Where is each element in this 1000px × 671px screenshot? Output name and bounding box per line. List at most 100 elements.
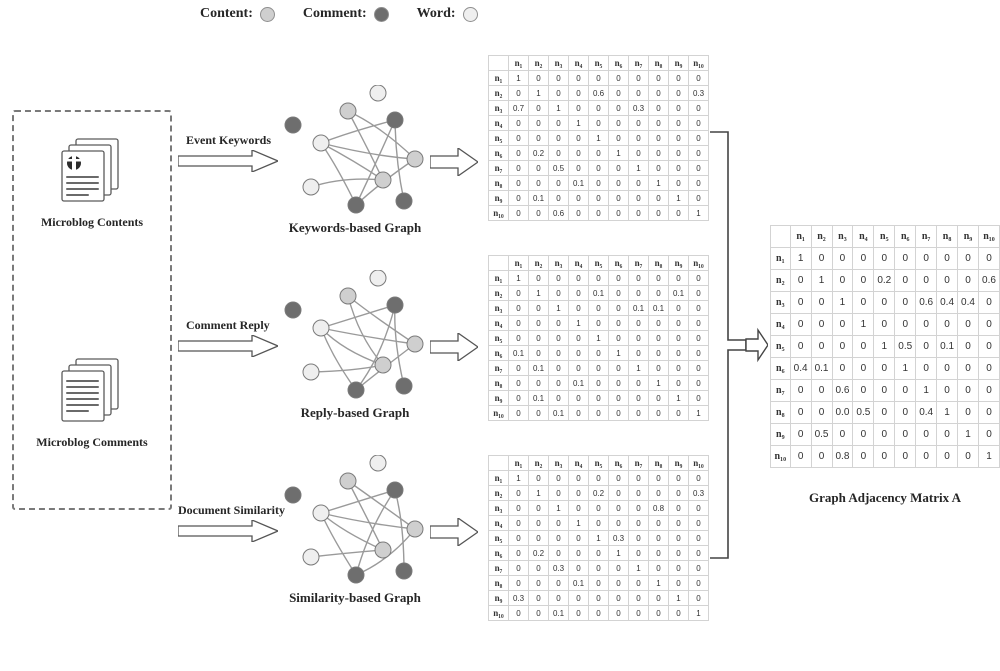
matrix-cell: 0 — [689, 576, 709, 591]
matrix-cell: 0 — [549, 176, 569, 191]
matrix-cell: 0 — [609, 376, 629, 391]
row-header: n₇ — [489, 361, 509, 376]
col-header: n₉ — [669, 456, 689, 471]
matrix-cell: 1 — [529, 486, 549, 501]
matrix-cell: 0.4 — [958, 292, 979, 314]
matrix-cell: 0 — [589, 101, 609, 116]
matrix-cell: 0 — [958, 380, 979, 402]
matrix-cell: 0 — [589, 501, 609, 516]
matrix-cell: 0 — [649, 316, 669, 331]
row-header: n₄ — [489, 516, 509, 531]
matrix-cell: 0 — [569, 146, 589, 161]
col-header: n₁ — [509, 56, 529, 71]
matrix-cell: 0 — [529, 331, 549, 346]
matrix-cell: 0 — [649, 546, 669, 561]
matrix-cell: 0 — [853, 380, 874, 402]
matrix-cell: 0 — [629, 331, 649, 346]
matrix-cell: 0 — [958, 248, 979, 270]
col-header: n₈ — [937, 226, 958, 248]
matrix-cell: 0 — [549, 471, 569, 486]
matrix-cell: 0 — [649, 516, 669, 531]
matrix-cell: 0 — [916, 270, 937, 292]
matrix-cell: 0 — [669, 146, 689, 161]
matrix-cell: 0 — [790, 402, 811, 424]
matrix-cell: 0 — [649, 191, 669, 206]
matrix-cell: 0.1 — [509, 346, 529, 361]
matrix-cell: 0 — [832, 314, 853, 336]
matrix-cell: 1 — [589, 331, 609, 346]
matrix-cell: 0.5 — [811, 424, 832, 446]
col-header: n₇ — [629, 256, 649, 271]
matrix-cell: 0 — [978, 424, 999, 446]
matrix-cell: 0 — [853, 358, 874, 380]
row-header: n₅ — [489, 131, 509, 146]
matrix-cell: 1 — [669, 391, 689, 406]
matrix-cell: 0 — [609, 391, 629, 406]
matrix-cell: 0 — [689, 131, 709, 146]
matrix-cell: 0.5 — [549, 161, 569, 176]
matrix-cell: 0 — [509, 606, 529, 621]
matrix-cell: 0 — [629, 606, 649, 621]
row-header: n₈ — [489, 376, 509, 391]
matrix-cell: 0.2 — [589, 486, 609, 501]
matrix-cell: 0 — [669, 86, 689, 101]
col-header: n₆ — [609, 456, 629, 471]
matrix-cell: 1 — [509, 71, 529, 86]
col-header: n₁₀ — [689, 256, 709, 271]
matrix-cell: 0 — [978, 402, 999, 424]
arrow-rp-matrix — [430, 333, 478, 361]
matrix-cell: 0 — [549, 486, 569, 501]
row-header: n₉ — [489, 391, 509, 406]
matrix-cell: 1 — [569, 116, 589, 131]
matrix-cell: 0 — [589, 576, 609, 591]
matrix-cell: 0 — [832, 358, 853, 380]
matrix-cell: 0 — [509, 116, 529, 131]
matrix-cell: 0 — [509, 301, 529, 316]
matrix-cell: 0 — [549, 576, 569, 591]
matrix-cell: 0 — [689, 191, 709, 206]
matrix-cell: 0 — [569, 206, 589, 221]
matrix-cell: 0 — [958, 402, 979, 424]
row-header: n₁ — [489, 471, 509, 486]
matrix-cell: 0 — [978, 358, 999, 380]
matrix-cell: 0.3 — [629, 101, 649, 116]
matrix-cell: 0 — [569, 501, 589, 516]
matrix-cell: 0 — [669, 206, 689, 221]
matrix-cell: 0 — [529, 271, 549, 286]
matrix-cell: 0 — [589, 406, 609, 421]
row-header: n₄ — [489, 116, 509, 131]
arrow-reply-label: Comment Reply — [186, 318, 270, 333]
matrix-cell: 0 — [649, 531, 669, 546]
matrix-cell: 0 — [629, 531, 649, 546]
matrix-cell: 0 — [569, 131, 589, 146]
matrix-cell: 0 — [629, 391, 649, 406]
matrix-cell: 0 — [811, 314, 832, 336]
col-header: n₃ — [549, 456, 569, 471]
matrix-cell: 0 — [874, 402, 895, 424]
matrix-cell: 0 — [916, 446, 937, 468]
matrix-cell: 0 — [689, 301, 709, 316]
matrix-cell: 1 — [916, 380, 937, 402]
matrix-cell: 0 — [790, 270, 811, 292]
matrix-cell: 0 — [509, 516, 529, 531]
matrix-cell: 0 — [629, 286, 649, 301]
matrix-cell: 0 — [529, 376, 549, 391]
matrix-cell: 0 — [916, 248, 937, 270]
matrix-cell: 0 — [649, 591, 669, 606]
matrix-cell: 0 — [589, 191, 609, 206]
row-header: n₇ — [489, 161, 509, 176]
matrix-cell: 0 — [937, 380, 958, 402]
matrix-cell: 0.6 — [832, 380, 853, 402]
col-header: n₈ — [649, 56, 669, 71]
row-header: n₁ — [771, 248, 791, 270]
matrix-cell: 0 — [629, 71, 649, 86]
matrix-cell: 0 — [669, 546, 689, 561]
col-header: n₁₀ — [689, 456, 709, 471]
matrix-cell: 0 — [689, 271, 709, 286]
matrix-cell: 0.6 — [589, 86, 609, 101]
matrix-cell: 0 — [609, 86, 629, 101]
matrix-cell: 0 — [895, 380, 916, 402]
arrow-similarity — [178, 520, 278, 542]
row-header: n₁₀ — [489, 606, 509, 621]
reply-graph — [283, 270, 428, 400]
